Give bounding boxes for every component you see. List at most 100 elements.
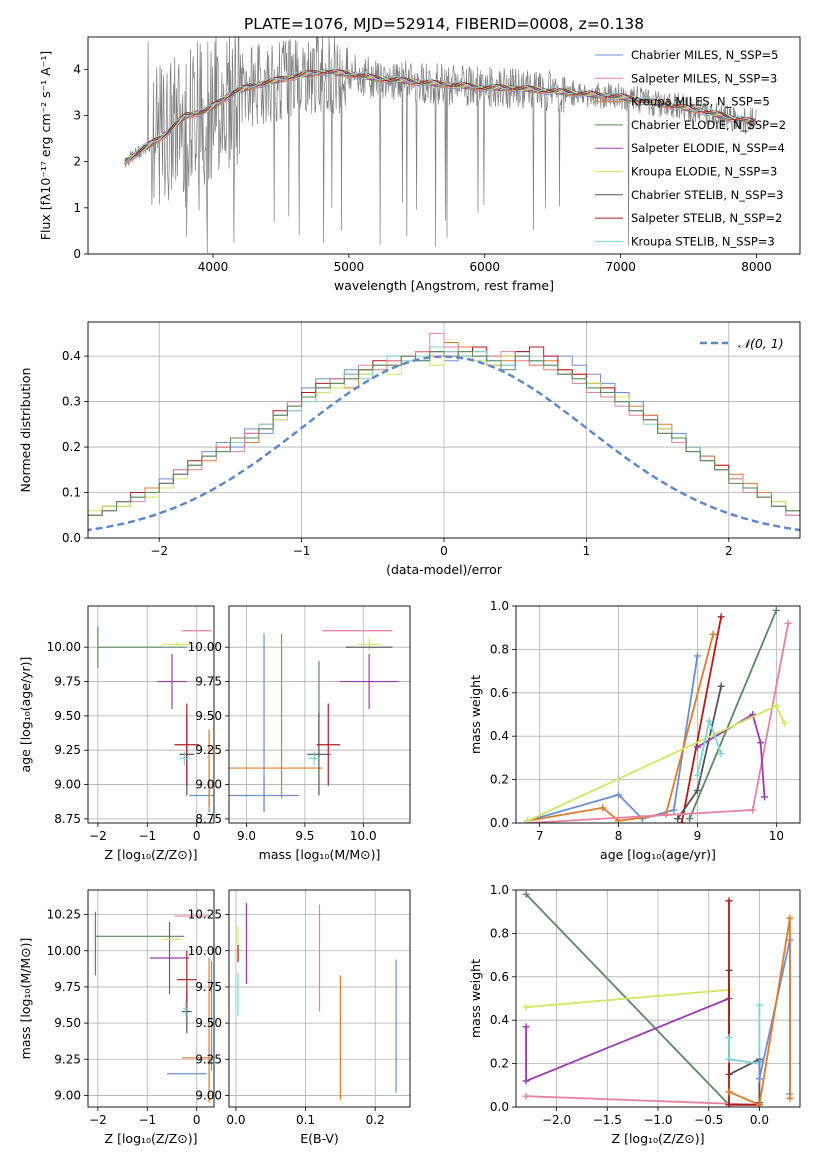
- x-axis-label: Z [log₁₀(Z/Z⊙)]: [105, 1131, 198, 1146]
- y-tick-label: 1.0: [490, 599, 509, 613]
- axes-frame: [228, 605, 411, 824]
- x-tick-label: −1: [138, 1113, 156, 1127]
- weight-marker: [755, 1001, 763, 1009]
- weight-line: [728, 1005, 761, 1065]
- chart-weight-vs-Z: −2.0 −1.5 −1.0 −0.5 0.0 0.0 0.2 0.4 0.6 0.8 1.0 Z […: [468, 883, 801, 1146]
- legend-label: Kroupa ELODIE, N_SSP=3: [631, 165, 777, 179]
- errorbar-point: [308, 751, 321, 766]
- axes-frame: [87, 889, 215, 1108]
- x-tick-label: 0.0: [750, 1113, 769, 1127]
- y-tick-label: 3: [73, 108, 81, 122]
- errorbar-point: [174, 703, 200, 786]
- x-tick-label: −1.5: [593, 1113, 622, 1127]
- y-tick-label: 8.75: [54, 812, 81, 826]
- axes-frame: [228, 889, 411, 1108]
- plot-area: [524, 606, 792, 823]
- y-tick-label: 9.50: [195, 1016, 222, 1030]
- x-tick-label: 9: [694, 829, 702, 843]
- x-tick-label: 0: [193, 829, 201, 843]
- weight-marker: [670, 806, 678, 814]
- x-tick-label: 0.0: [226, 1113, 245, 1127]
- axes-frame: [87, 321, 801, 539]
- y-tick-label: 9.00: [54, 1088, 81, 1102]
- weight-marker: [725, 1088, 733, 1096]
- plot-area: [229, 630, 399, 813]
- x-tick-label: 7000: [605, 260, 636, 274]
- figure-title: PLATE=1076, MJD=52914, FIBERID=0008, z=0…: [244, 15, 644, 33]
- y-axis-label: age [log₁₀(age/yr)]: [18, 657, 33, 773]
- plot-area: [124, 37, 757, 254]
- y-tick-label: 9.50: [54, 709, 81, 723]
- y-tick-label: 8.75: [195, 812, 222, 826]
- y-tick-label: 0.4: [490, 729, 509, 743]
- chart-age-vs-Z: −2 −1 0 8.75 9.00 9.25 9.50 9.75 10.00 Z [log₁₀(Z…: [18, 605, 215, 862]
- chart-weight-vs-age: 7 8 9 10 0.0 0.2 0.4 0.6 0.8 1.0 age [log₁₀(age/yr…: [468, 599, 801, 862]
- errorbar-point: [316, 703, 340, 786]
- y-tick-label: 10.00: [188, 944, 222, 958]
- y-tick-label: 0.6: [490, 686, 509, 700]
- weight-line: [680, 616, 722, 823]
- weight-marker: [755, 1057, 763, 1065]
- y-tick-label: 9.25: [54, 743, 81, 757]
- model-spectrum-line: [124, 69, 756, 160]
- x-tick-label: 9.0: [237, 829, 256, 843]
- plot-area: [94, 911, 213, 1103]
- x-axis-label: mass [log₁₀(M/M⊙)]: [259, 847, 381, 862]
- errorbar-point: [157, 654, 187, 710]
- plot-area: [88, 332, 800, 532]
- y-tick-label: 0.4: [490, 1013, 509, 1027]
- x-tick-label: 5000: [334, 260, 365, 274]
- weight-marker: [761, 793, 768, 801]
- y-tick-label: 9.00: [54, 778, 81, 792]
- weight-marker: [786, 1094, 794, 1102]
- y-tick-label: 0.8: [490, 642, 509, 656]
- y-tick-label: 10.00: [47, 640, 81, 654]
- weight-marker: [772, 702, 780, 710]
- errorbar-point: [179, 751, 190, 766]
- axes-frame: [87, 605, 215, 824]
- y-tick-label: 10.00: [47, 944, 81, 958]
- y-tick-label: 0.6: [490, 970, 509, 984]
- y-tick-label: 0.8: [490, 926, 509, 940]
- legend-label: Salpeter STELIB, N_SSP=2: [631, 211, 782, 225]
- y-tick-label: 9.75: [195, 675, 222, 689]
- x-axis-label: age [log₁₀(age/yr)]: [600, 847, 716, 862]
- errorbar-point: [149, 921, 190, 995]
- x-tick-label: 8000: [741, 260, 772, 274]
- y-axis-label: mass weight: [468, 959, 483, 1038]
- x-tick-label: −2: [89, 1113, 107, 1127]
- x-axis-label: Z [log₁₀(Z/Z⊙)]: [612, 1131, 705, 1146]
- weight-marker: [772, 606, 780, 614]
- weight-marker: [749, 806, 757, 814]
- y-tick-label: 4: [73, 62, 81, 76]
- chart-spectrum: 4000 5000 6000 7000 8000 0 1 2 3 4 wavelength [Ang…: [38, 36, 801, 293]
- y-axis-label: mass [log₁₀(M/M⊙)]: [18, 938, 33, 1060]
- weight-marker: [693, 786, 701, 794]
- weight-marker: [522, 1092, 530, 1100]
- y-tick-label: 0.4: [62, 349, 81, 363]
- weight-marker: [524, 817, 532, 823]
- legend-label: Kroupa STELIB, N_SSP=3: [631, 234, 775, 248]
- y-tick-label: 0.0: [490, 816, 509, 830]
- axes-frame: [515, 889, 801, 1108]
- weight-line: [728, 918, 791, 1107]
- weight-marker: [522, 1003, 530, 1011]
- x-tick-label: 7: [536, 829, 544, 843]
- y-tick-label: 0.2: [490, 773, 509, 787]
- errorbar-point: [183, 1001, 189, 1016]
- x-tick-label: −2: [89, 829, 107, 843]
- y-tick-label: 0.2: [490, 1057, 509, 1071]
- weight-line: [688, 609, 778, 820]
- weight-marker: [522, 890, 530, 898]
- x-tick-label: −2.0: [542, 1113, 571, 1127]
- x-axis-label: (data-model)/error: [386, 562, 503, 577]
- y-axis-label: Normed distribution: [18, 368, 33, 493]
- weight-marker: [709, 630, 717, 638]
- y-tick-label: 0.0: [62, 531, 81, 545]
- y-tick-label: 1: [73, 201, 81, 215]
- x-tick-label: 9.5: [295, 829, 314, 843]
- y-tick-label: 9.00: [195, 778, 222, 792]
- legend-label: Chabrier ELODIE, N_SSP=2: [631, 118, 786, 132]
